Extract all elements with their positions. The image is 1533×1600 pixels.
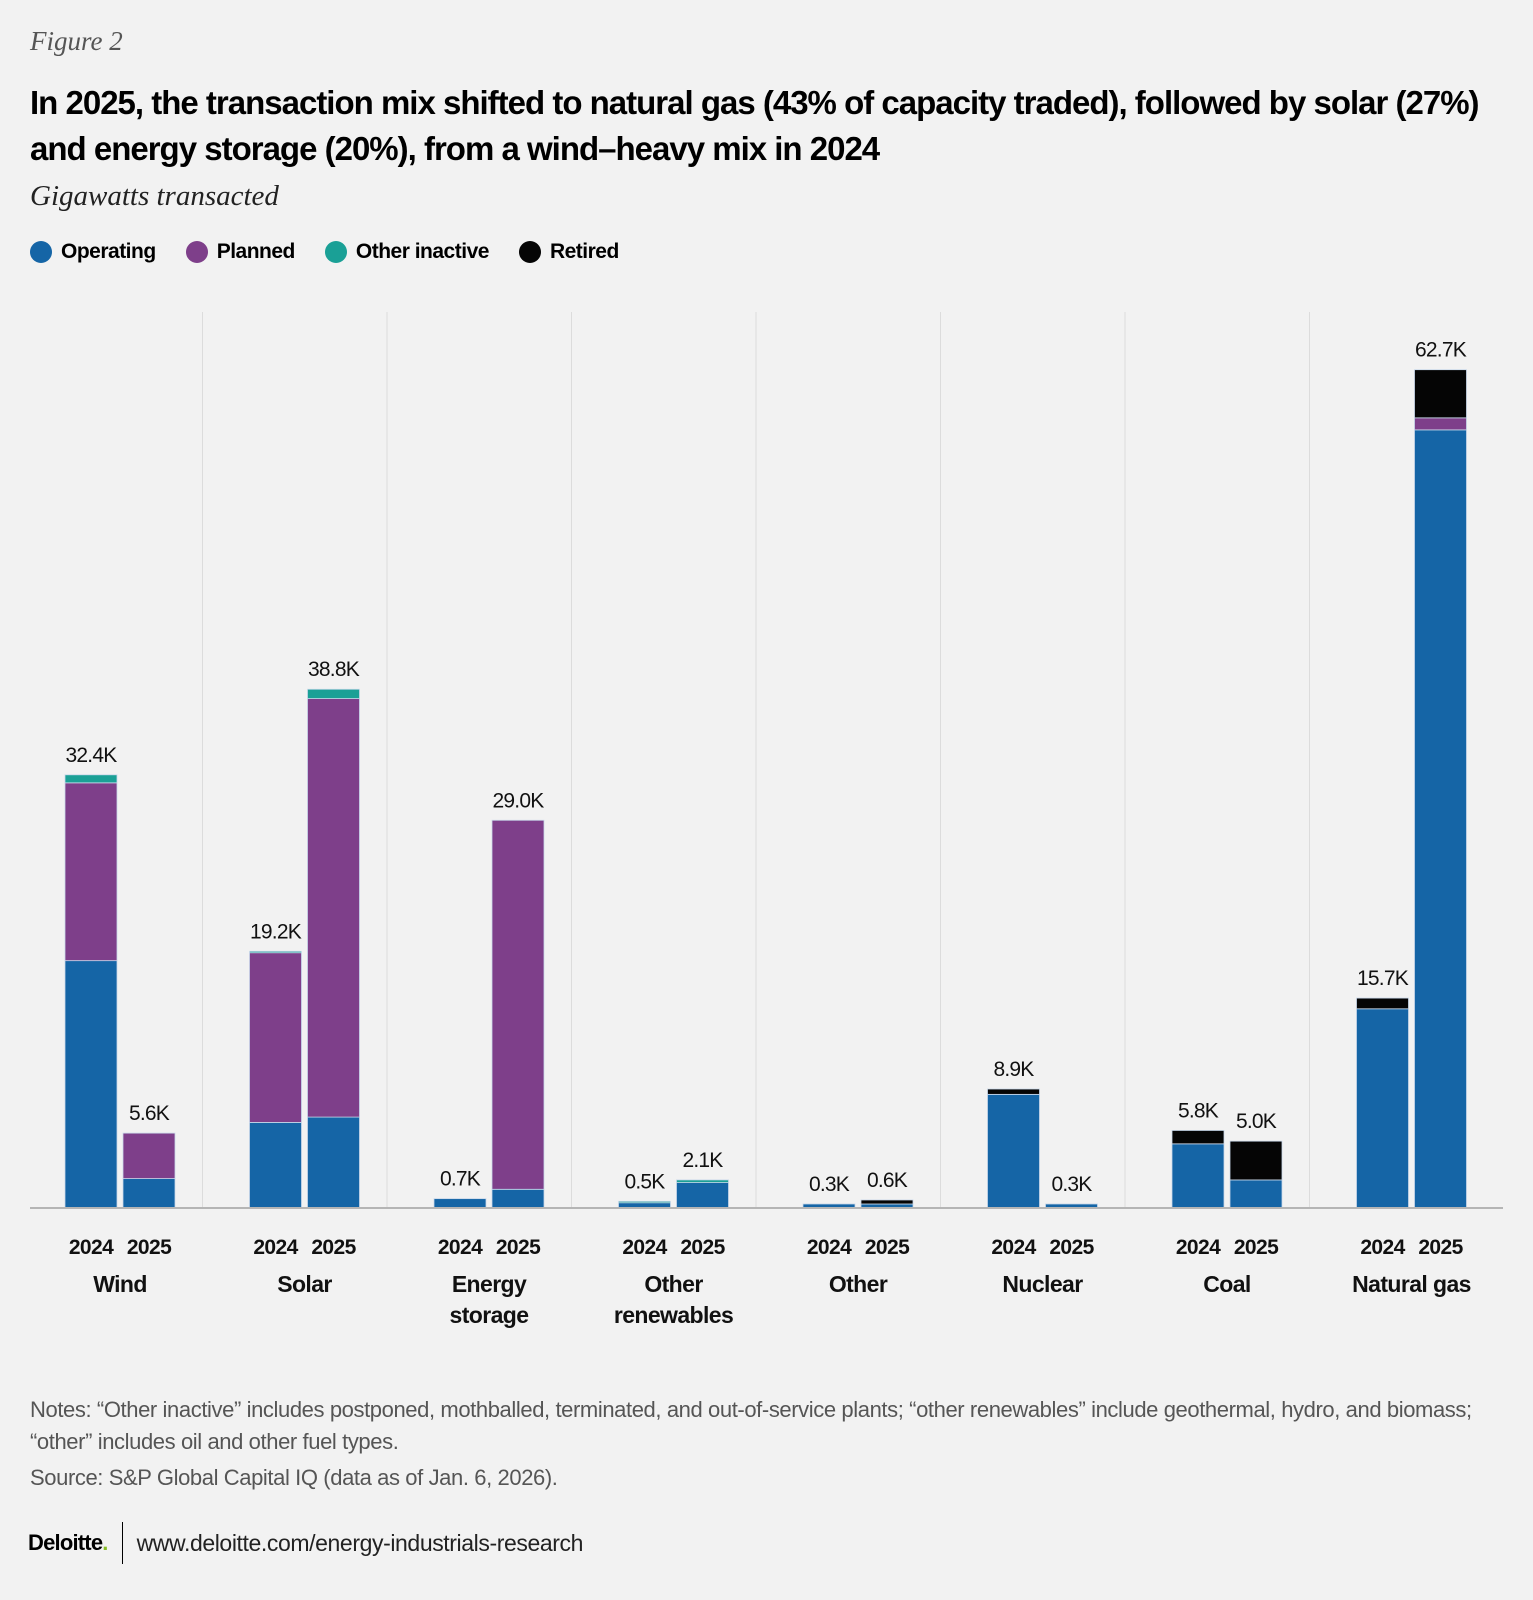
bar-segment-operating bbox=[307, 1116, 360, 1209]
legend-label: Operating bbox=[61, 240, 156, 263]
bar-segment-operating bbox=[987, 1093, 1040, 1209]
bar-total-label: 0.6K bbox=[867, 1169, 908, 1192]
bar-segment-planned bbox=[491, 819, 545, 1190]
x-tick-year: 2024 bbox=[1360, 1236, 1405, 1259]
bar-segment-other-inactive bbox=[249, 950, 302, 954]
legend-item-other-inactive: Other inactive bbox=[324, 240, 490, 264]
bar-segment-retired bbox=[987, 1088, 1040, 1095]
bar-total-label: 5.0K bbox=[1236, 1110, 1277, 1133]
brand-name: Deloitte bbox=[28, 1530, 103, 1555]
bar-segment-operating bbox=[1356, 1008, 1409, 1209]
brand-dot: . bbox=[102, 1530, 108, 1555]
bar-segment-planned bbox=[249, 952, 302, 1123]
stacked-bar-chart: 32.4K 2024 5.6K 2025 Wind 19.2K 2024 38.8K 2025 S… bbox=[30, 312, 1503, 1328]
chart-notes: Notes: “Other inactive” includes postpon… bbox=[30, 1397, 1472, 1454]
x-tick-year: 2025 bbox=[496, 1236, 541, 1259]
bar-total-label: 32.4K bbox=[66, 744, 118, 767]
x-tick-year: 2024 bbox=[1176, 1236, 1221, 1259]
bar-segment-operating bbox=[1229, 1179, 1283, 1209]
x-tick-year: 2024 bbox=[253, 1236, 298, 1259]
bar-total-label: 0.5K bbox=[625, 1170, 666, 1193]
bar-segment-retired bbox=[1414, 369, 1467, 419]
bar-total-label: 62.7K bbox=[1415, 339, 1467, 362]
bar-total-label: 0.7K bbox=[440, 1168, 481, 1191]
category-label: Wind bbox=[93, 1271, 147, 1297]
bar-segment-retired bbox=[1171, 1130, 1225, 1145]
x-tick-year: 2025 bbox=[127, 1236, 172, 1259]
category-label: Nuclear bbox=[1002, 1271, 1083, 1297]
category-label: storage bbox=[450, 1302, 529, 1328]
bar-segment-operating bbox=[64, 960, 118, 1209]
legend-swatch-planned bbox=[185, 241, 208, 263]
bar-total-label: 38.8K bbox=[308, 658, 360, 681]
chart-subtitle: Gigawatts transacted bbox=[30, 180, 279, 212]
legend: Operating Planned Other inactive Retired bbox=[30, 240, 619, 264]
x-tick-year: 2024 bbox=[438, 1236, 483, 1259]
bar-total-label: 5.8K bbox=[1178, 1099, 1219, 1122]
legend-item-planned: Planned bbox=[185, 240, 296, 264]
x-tick-year: 2024 bbox=[991, 1236, 1036, 1259]
legend-swatch-operating bbox=[30, 241, 52, 263]
category-label: Solar bbox=[277, 1271, 332, 1297]
x-tick-year: 2024 bbox=[622, 1236, 667, 1259]
x-tick-year: 2024 bbox=[807, 1236, 852, 1259]
legend-item-operating: Operating bbox=[30, 240, 156, 264]
bar-segment-operating bbox=[433, 1198, 487, 1209]
bar-segment-planned bbox=[1414, 417, 1467, 431]
bar-segment-operating bbox=[1414, 429, 1467, 1209]
category-label: Other bbox=[829, 1271, 888, 1297]
bar-total-label: 2.1K bbox=[683, 1149, 724, 1172]
bar-segment-operating bbox=[491, 1188, 545, 1209]
x-tick-year: 2025 bbox=[1049, 1236, 1094, 1259]
legend-label: Retired bbox=[549, 240, 619, 263]
bar-total-label: 5.6K bbox=[129, 1102, 170, 1125]
category-label: Coal bbox=[1203, 1271, 1250, 1297]
footer-url-link[interactable]: www.deloitte.com/energy-industrials-rese… bbox=[136, 1529, 584, 1556]
bar-segment-other-inactive bbox=[64, 774, 118, 784]
bar-total-label: 0.3K bbox=[1052, 1173, 1093, 1196]
legend-swatch-retired bbox=[518, 241, 541, 263]
x-tick-year: 2025 bbox=[865, 1236, 910, 1259]
bar-segment-operating bbox=[122, 1178, 176, 1209]
footer: Deloitte. www.deloitte.com/energy-indust… bbox=[28, 1522, 583, 1564]
bar-total-label: 19.2K bbox=[250, 920, 302, 943]
x-tick-year: 2025 bbox=[1418, 1236, 1463, 1259]
bar-segment-planned bbox=[307, 698, 360, 1118]
bar-segment-retired bbox=[1356, 997, 1409, 1010]
bar-segment-planned bbox=[64, 782, 118, 962]
x-tick-year: 2025 bbox=[1234, 1236, 1279, 1259]
x-tick-year: 2024 bbox=[69, 1236, 114, 1259]
bar-segment-other-inactive bbox=[618, 1200, 671, 1204]
chart-source: Source: S&P Global Capital IQ (data as o… bbox=[30, 1465, 558, 1490]
bar-segment-operating bbox=[676, 1182, 729, 1209]
bar-total-label: 0.3K bbox=[809, 1173, 850, 1196]
category-label: renewables bbox=[614, 1302, 733, 1328]
bar-total-label: 8.9K bbox=[994, 1058, 1035, 1081]
legend-item-retired: Retired bbox=[518, 240, 619, 264]
legend-label: Planned bbox=[216, 240, 296, 263]
bar-total-label: 15.7K bbox=[1357, 967, 1409, 990]
chart-title: In 2025, the transaction mix shifted to … bbox=[30, 84, 1480, 167]
bar-segment-retired bbox=[860, 1199, 914, 1205]
bar-segment-operating bbox=[1171, 1143, 1225, 1209]
figure-label: Figure 2 bbox=[30, 26, 123, 56]
legend-swatch-other-inactive bbox=[324, 241, 347, 263]
bar-segment-operating bbox=[249, 1122, 302, 1209]
bar-segment-retired bbox=[1229, 1140, 1283, 1181]
deloitte-logo: Deloitte. bbox=[28, 1530, 108, 1556]
x-tick-year: 2025 bbox=[311, 1236, 356, 1259]
category-label: Other bbox=[644, 1271, 703, 1297]
legend-label: Other inactive bbox=[355, 240, 490, 263]
bar-total-label: 29.0K bbox=[493, 789, 545, 812]
category-label: Energy bbox=[452, 1271, 527, 1297]
bar-segment-other-inactive bbox=[307, 688, 360, 700]
footer-divider bbox=[121, 1522, 123, 1564]
x-tick-year: 2025 bbox=[680, 1236, 725, 1259]
bar-segment-planned bbox=[122, 1132, 176, 1179]
category-label: Natural gas bbox=[1352, 1271, 1471, 1297]
bar-segment-other-inactive bbox=[676, 1179, 729, 1183]
